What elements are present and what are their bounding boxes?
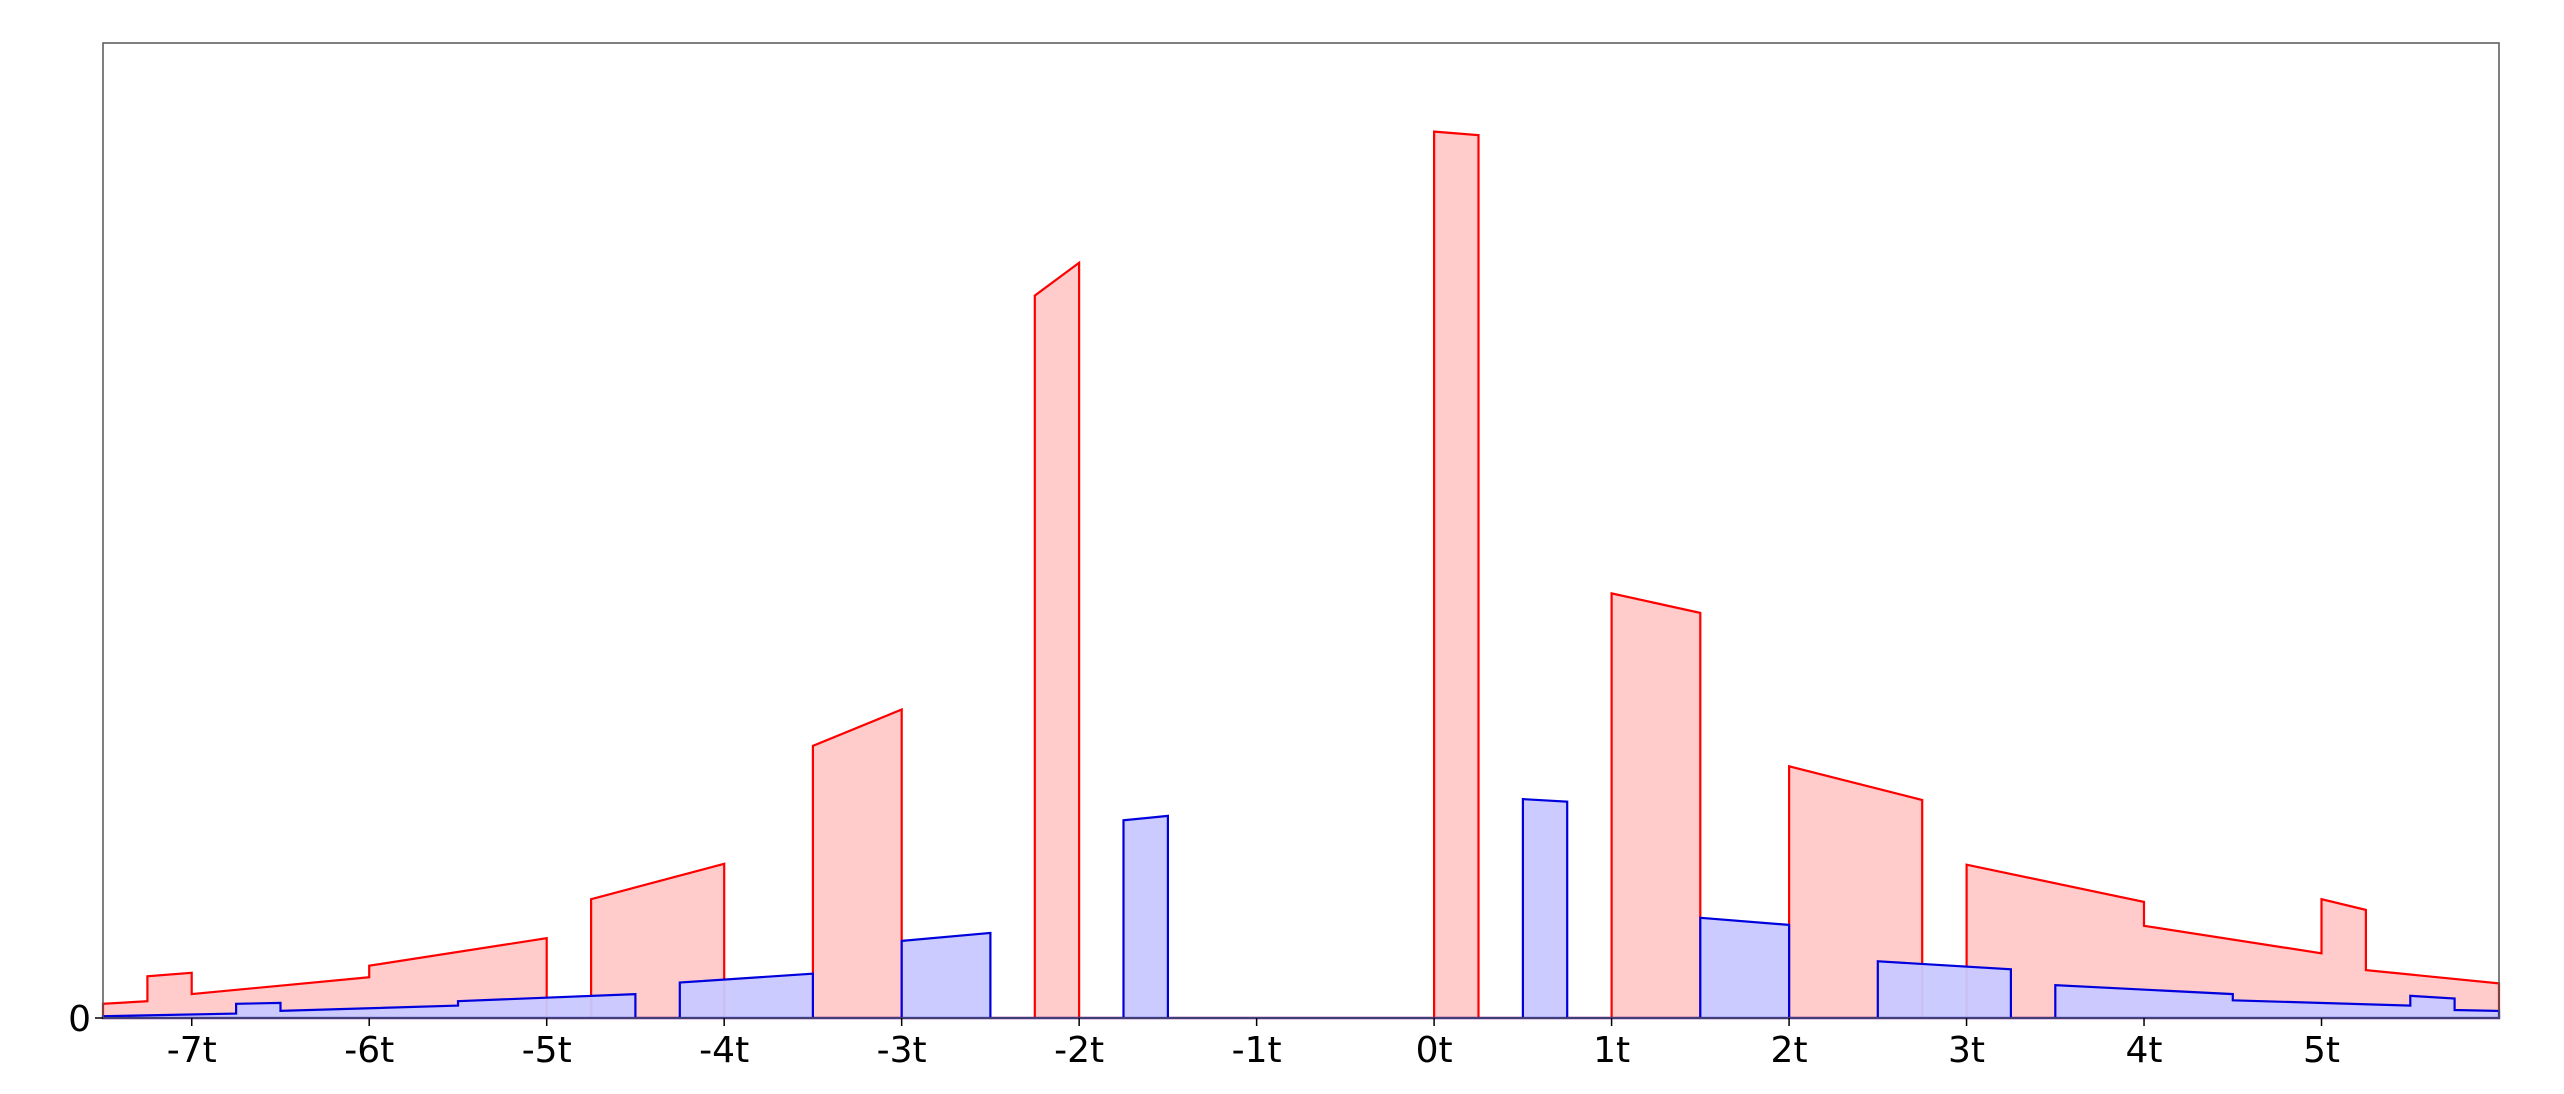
axis-layer: -7t -6t -5t -4t -3t -2t -1t 0t 1t 2t 3t 4t 5t 0 <box>68 999 2340 1071</box>
x-tick-label: 4t <box>2126 1030 2163 1071</box>
x-tick-label: 1t <box>1593 1030 1630 1071</box>
x-tick-label: -7t <box>167 1030 217 1071</box>
x-tick-label: 2t <box>1771 1030 1808 1071</box>
x-tick-label: 5t <box>2303 1030 2340 1071</box>
x-tick-label: 3t <box>1948 1030 1985 1071</box>
plot-frame <box>102 42 2500 1019</box>
x-tick-label: 0t <box>1416 1030 1453 1071</box>
series-area-1 <box>101 130 2501 1020</box>
x-tick-label: -5t <box>522 1030 572 1071</box>
x-tick-label: -2t <box>1054 1030 1104 1071</box>
y-tick-label: 0 <box>68 999 91 1040</box>
x-tick-label: -4t <box>699 1030 749 1071</box>
x-tick-label: -6t <box>344 1030 394 1071</box>
series-layer <box>101 130 2501 1020</box>
x-tick-label: -1t <box>1232 1030 1282 1071</box>
x-tick-label: -3t <box>877 1030 927 1071</box>
